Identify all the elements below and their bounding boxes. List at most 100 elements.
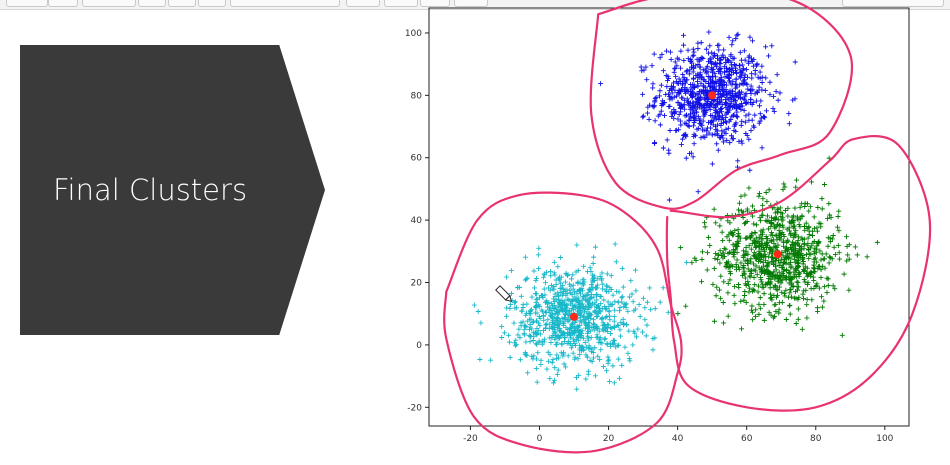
point-marker <box>690 46 696 52</box>
point-marker <box>588 334 594 340</box>
point-marker <box>611 380 617 386</box>
point-marker <box>680 72 686 78</box>
point-marker <box>786 261 792 267</box>
toolbar-button[interactable] <box>48 0 78 7</box>
point-marker <box>746 136 752 142</box>
point-marker <box>604 289 610 295</box>
point-marker <box>746 243 752 249</box>
point-marker <box>684 87 690 93</box>
point-marker <box>839 332 845 338</box>
point-marker <box>774 209 780 215</box>
point-marker <box>790 97 796 103</box>
point-marker <box>618 333 624 339</box>
point-marker <box>521 327 527 333</box>
point-marker <box>554 352 560 358</box>
plot-frame <box>428 7 910 427</box>
toolbar-button[interactable] <box>420 0 450 7</box>
point-marker <box>503 313 509 319</box>
point-marker <box>769 43 775 49</box>
point-marker <box>737 89 743 95</box>
point-marker <box>605 360 611 366</box>
point-marker <box>499 335 505 341</box>
point-marker <box>747 167 753 173</box>
point-marker <box>686 123 692 129</box>
point-marker <box>682 85 688 91</box>
point-marker <box>529 294 535 300</box>
point-marker <box>591 273 597 279</box>
point-marker <box>761 284 767 290</box>
point-marker <box>569 321 575 327</box>
toolbar-button[interactable] <box>230 0 340 7</box>
point-marker <box>826 201 832 207</box>
point-marker <box>800 291 806 297</box>
point-marker <box>757 111 763 117</box>
point-marker <box>749 303 755 309</box>
point-marker <box>690 93 696 99</box>
point-marker <box>818 257 824 263</box>
point-marker <box>530 320 536 326</box>
point-marker <box>814 225 820 231</box>
point-marker <box>675 311 681 317</box>
point-marker <box>572 324 578 330</box>
point-marker <box>727 220 733 226</box>
point-marker <box>610 363 616 369</box>
point-marker <box>770 105 776 111</box>
point-marker <box>672 66 678 72</box>
toolbar-button[interactable] <box>168 0 196 7</box>
point-marker <box>731 94 737 100</box>
toolbar-button[interactable] <box>384 0 418 7</box>
point-marker <box>753 307 759 313</box>
point-marker <box>659 100 665 106</box>
point-marker <box>803 287 809 293</box>
point-marker <box>595 276 601 282</box>
point-marker <box>792 230 798 236</box>
toolbar-button[interactable] <box>82 0 136 7</box>
point-marker <box>563 302 569 308</box>
point-marker <box>604 368 610 374</box>
toolbar-button[interactable] <box>346 0 380 7</box>
point-marker <box>595 303 601 309</box>
point-marker <box>596 305 602 311</box>
point-marker <box>773 257 779 263</box>
point-marker <box>563 325 569 331</box>
point-marker <box>671 94 677 100</box>
point-marker <box>846 287 852 293</box>
point-marker <box>524 352 530 358</box>
point-marker <box>698 80 704 86</box>
point-marker <box>792 295 798 301</box>
toolbar-button[interactable] <box>138 0 166 7</box>
point-marker <box>590 260 596 266</box>
point-marker <box>564 332 570 338</box>
point-marker <box>744 132 750 138</box>
point-marker <box>874 239 880 245</box>
point-marker <box>738 94 744 100</box>
point-marker <box>718 105 724 111</box>
point-marker <box>843 234 849 240</box>
point-marker <box>747 234 753 240</box>
toolbar-button[interactable] <box>6 0 48 7</box>
point-marker <box>710 66 716 72</box>
point-marker <box>534 275 540 281</box>
point-marker <box>672 59 678 65</box>
point-marker <box>741 65 747 71</box>
point-marker <box>724 137 730 143</box>
point-marker <box>591 327 597 333</box>
point-marker <box>683 121 689 127</box>
point-marker <box>512 299 518 305</box>
point-marker <box>559 330 565 336</box>
point-marker <box>581 317 587 323</box>
point-marker <box>742 281 748 287</box>
point-marker <box>691 49 697 55</box>
toolbar-button[interactable] <box>842 0 944 7</box>
point-marker <box>707 119 713 125</box>
point-marker <box>734 114 740 120</box>
point-marker <box>796 222 802 228</box>
point-marker <box>531 353 537 359</box>
point-marker <box>783 260 789 266</box>
toolbar-button[interactable] <box>198 0 226 7</box>
toolbar-button[interactable] <box>454 0 488 7</box>
point-marker <box>681 42 687 48</box>
point-marker <box>604 340 610 346</box>
point-marker <box>731 123 737 129</box>
point-marker <box>717 248 723 254</box>
